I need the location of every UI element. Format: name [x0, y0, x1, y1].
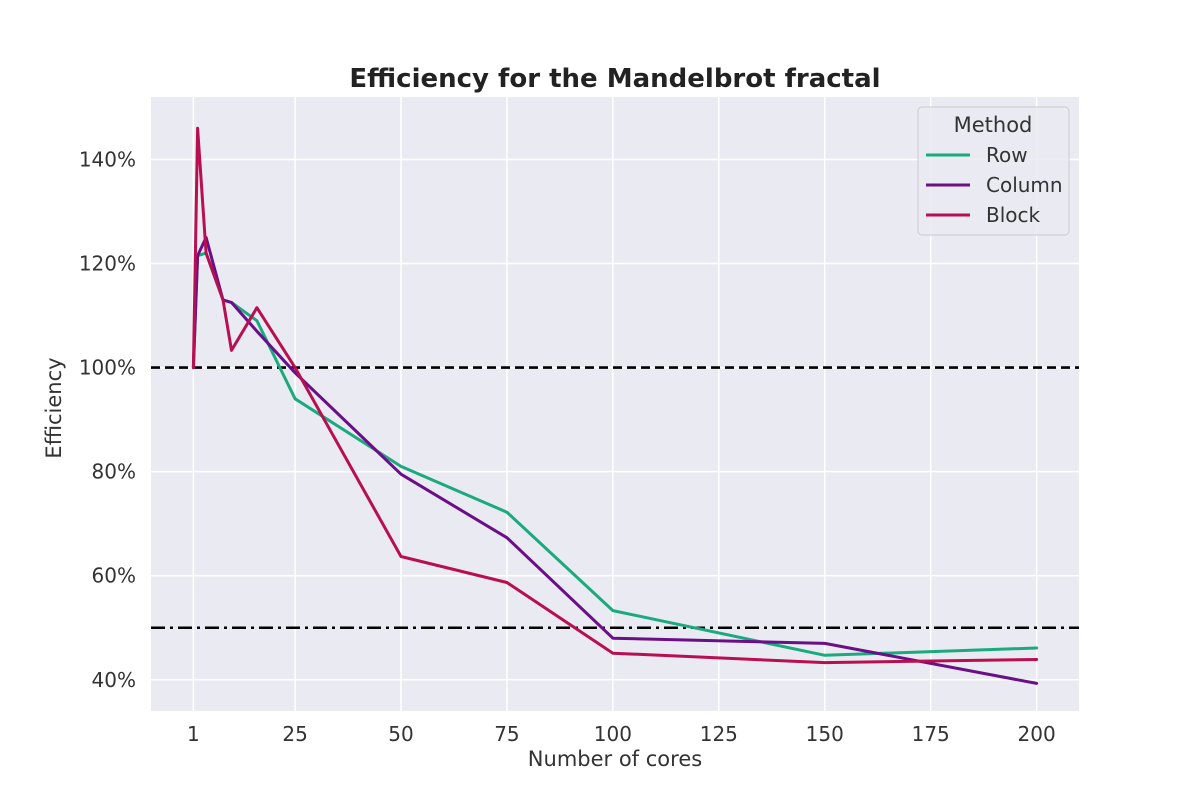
reference-lines [151, 366, 1079, 630]
y-tick-label-80: 80% [92, 460, 136, 484]
legend-title: Method [954, 113, 1033, 137]
legend-label-row: Row [986, 143, 1028, 167]
x-tick-label-25: 25 [282, 722, 307, 746]
legend-items: Row Column Block [926, 143, 1063, 227]
y-tick-label-100: 100% [79, 356, 136, 380]
series-line-block [191, 126, 1039, 665]
y-tick-label-140: 140% [79, 147, 136, 171]
x-tick-label-1: 1 [187, 722, 200, 746]
y-tick-label-40: 40% [92, 668, 136, 692]
x-tick-label-75: 75 [494, 722, 519, 746]
legend-label-block: Block [986, 203, 1041, 227]
x-tick-label-100: 100 [594, 722, 632, 746]
x-tick-label-150: 150 [806, 722, 844, 746]
x-axis-label: Number of cores [528, 747, 702, 771]
x-tick-label-50: 50 [388, 722, 413, 746]
legend-box [917, 106, 1070, 236]
x-tick-label-125: 125 [700, 722, 738, 746]
x-axis-ticks: 1 25 50 75 100 125 150 175 200 [187, 722, 1056, 746]
y-tick-label-120: 120% [79, 252, 136, 276]
x-tick-label-175: 175 [912, 722, 950, 746]
series-lines [191, 126, 1039, 685]
x-tick-label-200: 200 [1018, 722, 1056, 746]
y-axis-label: Efficiency [42, 357, 66, 458]
y-tick-label-60: 60% [92, 564, 136, 588]
legend-label-column: Column [986, 173, 1063, 197]
chart-title: Efficiency for the Mandelbrot fractal [349, 64, 880, 94]
legend: Method Row Column Block [917, 106, 1070, 236]
y-axis-ticks: 40% 60% 80% 100% 120% 140% [79, 147, 136, 691]
